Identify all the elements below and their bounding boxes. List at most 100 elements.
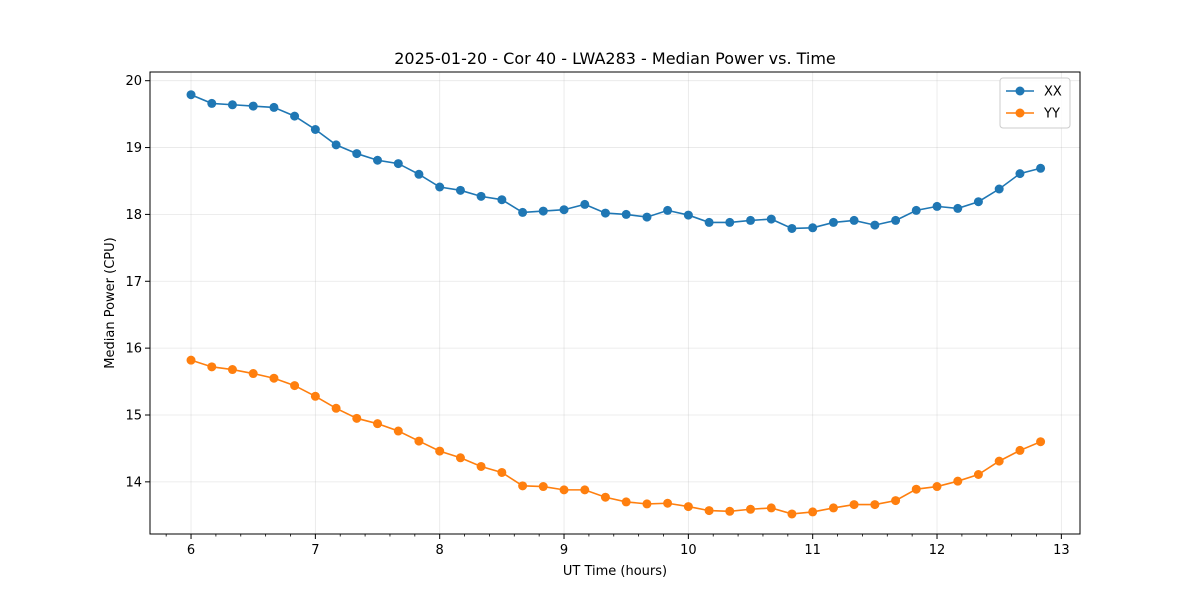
data-point-yy: [497, 467, 507, 477]
data-point-yy: [642, 499, 652, 509]
data-point-xx: [331, 140, 341, 150]
data-point-yy: [973, 469, 983, 479]
data-point-yy: [290, 381, 300, 391]
data-point-yy: [207, 362, 217, 372]
data-point-xx: [414, 169, 424, 179]
data-point-yy: [435, 446, 445, 456]
y-axis-label: Median Power (CPU): [103, 237, 118, 368]
data-point-yy: [518, 481, 528, 491]
data-point-yy: [911, 484, 921, 494]
data-point-xx: [476, 191, 486, 201]
data-point-xx: [973, 197, 983, 207]
data-point-yy: [891, 496, 901, 506]
data-point-xx: [870, 220, 880, 230]
plot-series: [186, 90, 1046, 519]
legend: XX YY: [999, 77, 1071, 129]
data-point-yy: [227, 365, 237, 375]
data-point-xx: [704, 217, 714, 227]
data-point-yy: [559, 485, 569, 495]
data-point-yy: [746, 504, 756, 514]
data-point-yy: [1015, 445, 1025, 455]
data-point-xx: [310, 124, 320, 134]
data-point-yy: [538, 482, 548, 492]
data-point-xx: [580, 199, 590, 209]
data-point-yy: [248, 369, 258, 379]
y-tick-label: 18: [125, 208, 142, 223]
data-point-yy: [953, 476, 963, 486]
data-point-xx: [621, 209, 631, 219]
data-point-xx: [911, 205, 921, 215]
data-point-yy: [1036, 437, 1046, 447]
data-point-yy: [683, 502, 693, 512]
data-point-yy: [663, 498, 673, 508]
data-point-xx: [746, 215, 756, 225]
data-point-xx: [994, 184, 1004, 194]
y-tick-label: 15: [125, 408, 142, 423]
data-point-xx: [828, 217, 838, 227]
data-point-yy: [766, 503, 776, 513]
data-point-yy: [580, 485, 590, 495]
data-point-xx: [518, 207, 528, 217]
data-point-xx: [186, 90, 196, 100]
data-point-xx: [891, 215, 901, 225]
data-point-xx: [538, 206, 548, 216]
data-point-xx: [559, 205, 569, 215]
data-point-xx: [725, 217, 735, 227]
data-point-yy: [725, 506, 735, 516]
x-tick-label: 12: [929, 543, 946, 558]
x-tick-label: 11: [804, 543, 821, 558]
legend-marker-xx: [1015, 86, 1025, 96]
chart-title: 2025-01-20 - Cor 40 - LWA283 - Median Po…: [394, 49, 836, 68]
y-tick-label: 17: [125, 275, 142, 290]
grid: [150, 72, 1080, 534]
x-tick-label: 7: [311, 543, 319, 558]
legend-item-yy: YY: [1006, 107, 1060, 122]
series-xx: [186, 90, 1046, 233]
x-axis-label: UT Time (hours): [563, 564, 667, 579]
y-tick-label: 16: [125, 342, 142, 357]
x-tick-label: 10: [680, 543, 697, 558]
data-point-yy: [414, 436, 424, 446]
data-point-xx: [953, 203, 963, 213]
data-point-xx: [766, 214, 776, 224]
x-axis: 6 7 8 9 10 11 12 13: [165, 534, 1070, 558]
data-point-xx: [248, 101, 258, 111]
x-tick-label: 6: [187, 543, 195, 558]
data-point-xx: [808, 223, 818, 233]
data-point-yy: [373, 419, 383, 429]
data-point-xx: [497, 195, 507, 205]
data-point-xx: [683, 210, 693, 220]
data-point-xx: [227, 100, 237, 110]
data-point-xx: [1015, 169, 1025, 179]
legend-label-xx: XX: [1044, 85, 1062, 100]
data-point-xx: [207, 98, 217, 108]
data-point-yy: [808, 507, 818, 517]
data-point-xx: [849, 215, 859, 225]
plot-area-frame: [149, 71, 1081, 535]
data-point-xx: [787, 223, 797, 233]
data-point-yy: [476, 461, 486, 471]
data-point-yy: [932, 482, 942, 492]
data-point-yy: [870, 500, 880, 510]
data-point-xx: [455, 185, 465, 195]
data-point-xx: [642, 212, 652, 222]
data-point-xx: [393, 159, 403, 169]
x-tick-label: 9: [560, 543, 568, 558]
x-tick-label: 8: [436, 543, 444, 558]
data-point-xx: [932, 201, 942, 211]
x-tick-label: 13: [1053, 543, 1070, 558]
legend-label-yy: YY: [1043, 107, 1060, 122]
y-tick-label: 14: [125, 475, 142, 490]
data-point-yy: [621, 497, 631, 507]
y-tick-label: 19: [125, 141, 142, 156]
data-point-yy: [352, 413, 362, 423]
series-yy: [186, 355, 1046, 519]
data-point-xx: [352, 149, 362, 159]
data-point-yy: [828, 503, 838, 513]
data-point-xx: [1036, 163, 1046, 173]
data-point-yy: [186, 355, 196, 365]
data-point-yy: [600, 492, 610, 502]
data-point-yy: [393, 426, 403, 436]
data-point-yy: [704, 506, 714, 516]
